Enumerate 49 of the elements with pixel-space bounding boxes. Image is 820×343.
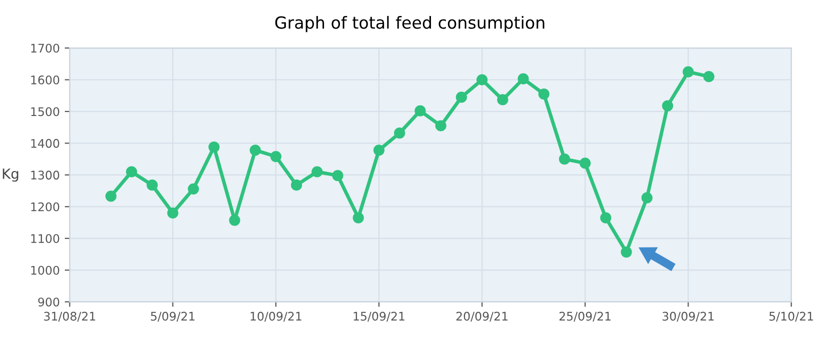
point <box>476 74 488 86</box>
point <box>600 212 612 224</box>
point <box>558 154 570 165</box>
point <box>332 170 344 182</box>
point <box>662 100 674 112</box>
y-tick-label: 1100 <box>31 234 60 244</box>
point <box>518 73 529 84</box>
point <box>229 214 240 226</box>
point <box>394 127 406 139</box>
x-tick-label: 5/09/21 <box>150 312 194 322</box>
point <box>167 207 178 219</box>
point <box>538 88 550 100</box>
point <box>352 212 364 224</box>
point <box>146 180 158 191</box>
point <box>188 183 199 194</box>
x-tick-label: 30/09/21 <box>662 312 714 322</box>
x-tick-label: 20/09/21 <box>456 312 508 322</box>
point <box>620 246 632 258</box>
point <box>641 192 653 204</box>
point <box>373 144 385 156</box>
point <box>208 141 220 153</box>
point <box>312 166 323 178</box>
y-tick-label: 1600 <box>31 75 60 84</box>
y-tick-label: 1500 <box>31 107 60 116</box>
point <box>290 180 302 191</box>
y-tick-label: 1400 <box>31 138 60 148</box>
y-tick-label: 1200 <box>31 202 60 212</box>
y-tick-label: 1700 <box>31 44 60 53</box>
y-tick-label: 1000 <box>31 266 60 275</box>
x-tick-label: 5/10/21 <box>769 312 813 322</box>
point <box>682 66 694 78</box>
x-tick-label: 31/08/21 <box>44 312 96 322</box>
point <box>497 94 508 106</box>
point <box>414 105 426 116</box>
y-tick-label: 1300 <box>31 170 60 180</box>
point <box>456 92 467 103</box>
point <box>435 120 446 132</box>
point <box>126 166 138 178</box>
point <box>270 150 282 162</box>
x-tick-label: 10/09/21 <box>250 312 302 322</box>
point <box>250 144 261 156</box>
point <box>105 190 116 202</box>
point <box>703 71 714 82</box>
point <box>580 158 591 169</box>
y-axis-title: Kg <box>2 168 18 182</box>
chart-title: Graph of total feed consumption <box>275 16 544 32</box>
x-tick-label: 25/09/21 <box>559 312 611 322</box>
y-tick-label: 900 <box>38 298 60 306</box>
x-tick-label: 15/09/21 <box>354 312 404 322</box>
